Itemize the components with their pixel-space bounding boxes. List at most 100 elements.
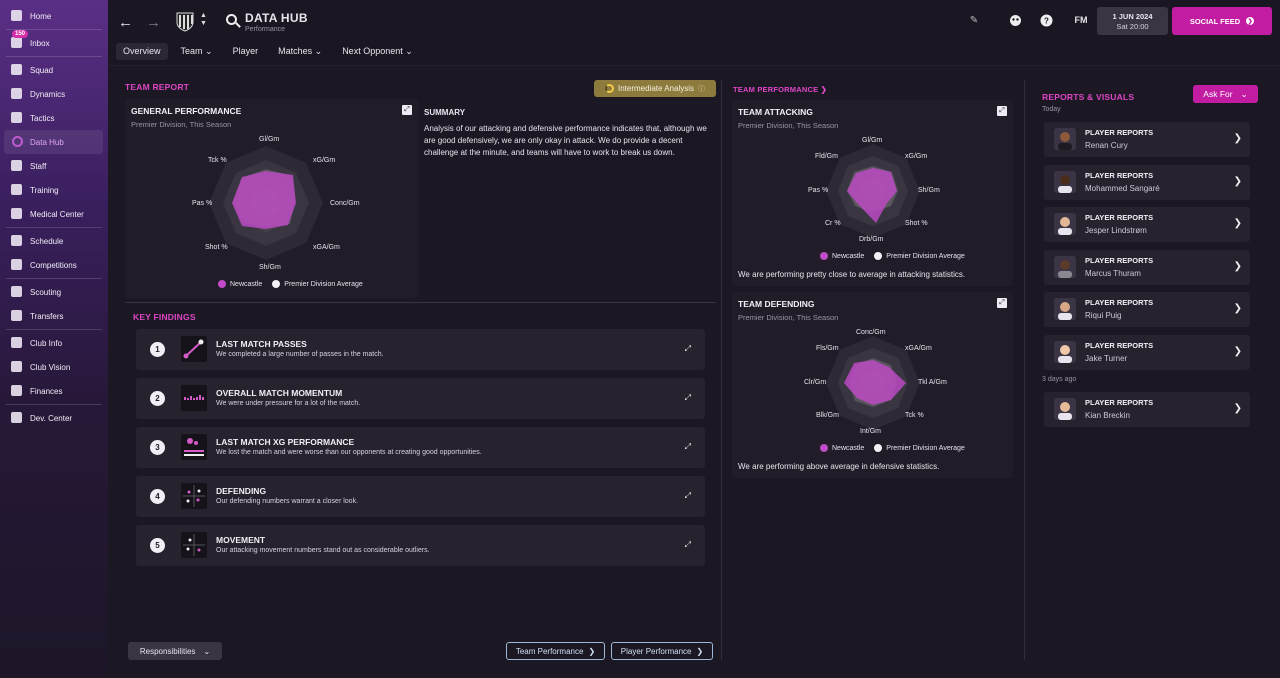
radar-axis-label: Pas % — [808, 187, 829, 194]
trophy-icon — [11, 259, 22, 270]
chevron-right-icon: ❯ — [1233, 176, 1242, 187]
team-performance-button[interactable]: Team Performance ❯ — [506, 642, 605, 660]
report-item[interactable]: PLAYER REPORTS Riqui Puig ❯ — [1044, 292, 1250, 327]
back-arrow-icon[interactable]: ← — [118, 14, 133, 31]
report-item[interactable]: PLAYER REPORTS Renan Cury ❯ — [1044, 122, 1250, 157]
sidebar-divider — [6, 56, 102, 57]
radar-axis-label: Drb/Gm — [859, 236, 884, 243]
sidebar-item-scouting[interactable]: Scouting — [0, 280, 103, 304]
social-feed-button[interactable]: SOCIAL FEED ❯ — [1172, 7, 1272, 35]
player-performance-button[interactable]: Player Performance ❯ — [611, 642, 713, 660]
sidebar-item-dynamics[interactable]: Dynamics — [0, 82, 103, 106]
radar-legend: Newcastle Premier Division Average — [820, 252, 965, 260]
expand-icon[interactable]: ⤢ — [684, 491, 691, 500]
legend-swatch — [272, 280, 281, 288]
ask-for-button[interactable]: Ask For ⌄ — [1193, 85, 1258, 103]
report-item[interactable]: PLAYER REPORTS Jake Turner ❯ — [1044, 335, 1250, 370]
sidebar-item-competitions[interactable]: Competitions — [0, 253, 103, 277]
sidebar-item-home[interactable]: Home — [0, 4, 103, 28]
player-avatar — [1054, 398, 1076, 420]
chevron-down-icon: ⌄ — [405, 46, 413, 56]
radar-axis-label: Tck % — [208, 157, 227, 164]
finding-row[interactable]: 2 OVERALL MATCH MOMENTUM We were under p… — [136, 378, 705, 419]
date-display[interactable]: 1 JUN 2024 Sat 20:00 — [1097, 7, 1168, 35]
finding-row[interactable]: 5 MOVEMENT Our attacking movement number… — [136, 525, 705, 566]
tab-next-opponent[interactable]: Next Opponent ⌄ — [342, 46, 413, 56]
tab-team[interactable]: Team ⌄ — [180, 46, 213, 56]
sidebar: Home 150 Inbox Squad Dynamics Tactics Dat… — [0, 0, 108, 678]
team-report-title: TEAM REPORT — [125, 82, 190, 92]
radar-axis-label: xGA/Gm — [905, 345, 932, 352]
sidebar-item-squad[interactable]: Squad — [0, 58, 103, 82]
sidebar-item-club-vision[interactable]: Club Vision — [0, 355, 103, 379]
finding-row[interactable]: 3 LAST MATCH XG PERFORMANCE We lost the … — [136, 427, 705, 468]
radar-axis-label: Int/Gm — [860, 428, 882, 435]
search-icon[interactable] — [226, 14, 237, 25]
analysis-level-badge[interactable]: Intermediate Analysis ⓘ — [594, 80, 716, 97]
sidebar-item-medical-center[interactable]: Medical Center — [0, 202, 103, 226]
expand-icon[interactable]: ⤢ — [997, 106, 1007, 116]
help-icon[interactable]: ? — [1038, 12, 1054, 28]
club-switcher-icon[interactable]: ▲ ▼ — [200, 12, 207, 27]
sidebar-item-club-info[interactable]: Club Info — [0, 331, 103, 355]
expand-icon[interactable]: ⤢ — [684, 393, 691, 402]
legend-swatch — [820, 252, 828, 260]
sidebar-item-tactics[interactable]: Tactics — [0, 106, 103, 130]
svg-text:?: ? — [1044, 16, 1049, 25]
team-performance-link[interactable]: TEAM PERFORMANCE ❯ — [733, 85, 828, 94]
fm-menu-button[interactable]: FM — [1074, 15, 1088, 25]
expand-icon[interactable]: ⤢ — [684, 540, 691, 549]
club-vision-icon — [11, 361, 22, 372]
pencil-icon[interactable]: ✎ — [969, 14, 979, 26]
dynamics-icon — [11, 88, 22, 99]
expand-icon[interactable]: ⤢ — [684, 344, 691, 353]
dev-center-icon — [11, 412, 22, 423]
general-performance-radar — [209, 146, 323, 260]
player-avatar — [1054, 298, 1076, 320]
responsibilities-button[interactable]: Responsibilities ⌄ — [128, 642, 222, 660]
sidebar-item-finances[interactable]: Finances — [0, 379, 103, 403]
transfers-icon — [11, 310, 22, 321]
expand-icon[interactable]: ⤢ — [402, 105, 412, 115]
column-divider — [1024, 80, 1025, 660]
sidebar-item-dev-center[interactable]: Dev. Center — [0, 406, 103, 430]
team-attacking-card: TEAM ATTACKING Premier Division, This Se… — [732, 100, 1013, 286]
column-divider — [721, 80, 722, 660]
expand-icon[interactable]: ⤢ — [997, 298, 1007, 308]
sidebar-item-staff[interactable]: Staff — [0, 154, 103, 178]
training-icon — [11, 184, 22, 195]
report-item[interactable]: PLAYER REPORTS Marcus Thuram ❯ — [1044, 250, 1250, 285]
sidebar-item-schedule[interactable]: Schedule — [0, 229, 103, 253]
chevron-right-icon: ❯ — [1233, 403, 1242, 414]
club-crest-icon[interactable] — [174, 10, 196, 32]
sidebar-item-training[interactable]: Training — [0, 178, 103, 202]
finding-row[interactable]: 4 DEFENDING Our defending numbers warran… — [136, 476, 705, 517]
report-item[interactable]: PLAYER REPORTS Kian Breckin ❯ — [1044, 392, 1250, 427]
assistant-icon[interactable] — [1007, 12, 1023, 28]
radar-axis-label: xGA/Gm — [313, 244, 340, 251]
xg-icon — [181, 434, 207, 460]
report-item[interactable]: PLAYER REPORTS Jesper Lindstrøm ❯ — [1044, 207, 1250, 242]
sidebar-item-inbox[interactable]: 150 Inbox — [0, 30, 103, 55]
radar-axis-label: Pas % — [192, 200, 213, 207]
finding-row[interactable]: 1 LAST MATCH PASSES We completed a large… — [136, 329, 705, 370]
expand-icon[interactable]: ⤢ — [684, 442, 691, 451]
group-label-earlier: 3 days ago — [1042, 376, 1077, 383]
report-item[interactable]: PLAYER REPORTS Mohammed Sangaré ❯ — [1044, 165, 1250, 200]
sidebar-divider — [6, 329, 102, 330]
chevron-right-icon: ❯ — [696, 646, 704, 656]
tab-overview[interactable]: Overview — [116, 43, 168, 60]
tab-player[interactable]: Player — [232, 46, 259, 56]
sidebar-divider — [6, 29, 102, 30]
radar-axis-label: Sh/Gm — [918, 187, 940, 194]
shirt-icon — [11, 64, 22, 75]
chevron-right-icon: ❯ — [820, 85, 828, 94]
tab-matches[interactable]: Matches ⌄ — [278, 46, 323, 56]
radar-axis-label: Cr % — [825, 220, 841, 227]
calendar-icon — [11, 235, 22, 246]
forward-arrow-icon[interactable]: → — [146, 14, 161, 31]
player-avatar — [1054, 213, 1076, 235]
sidebar-item-transfers[interactable]: Transfers — [0, 304, 103, 328]
sidebar-item-data-hub[interactable]: Data Hub — [4, 130, 103, 154]
legend-swatch — [218, 280, 226, 288]
